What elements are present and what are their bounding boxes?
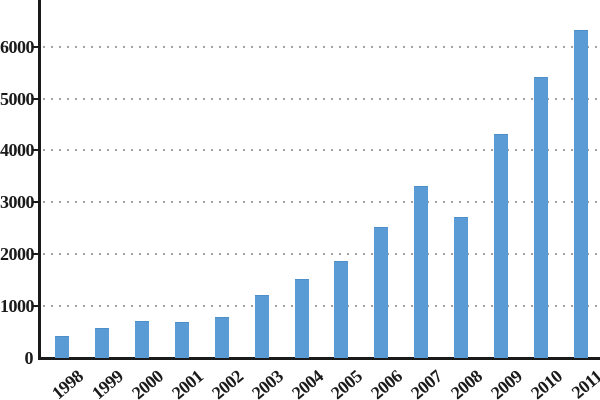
y-tick-2000	[33, 253, 38, 256]
bar-2002	[214, 316, 229, 358]
bar-2006	[374, 227, 389, 358]
gridline-4000	[43, 149, 600, 152]
y-axis-label-6000: 6000	[0, 36, 35, 57]
y-axis-label-4000: 4000	[0, 140, 35, 161]
y-axis-label-5000: 5000	[0, 88, 35, 109]
x-axis-label-2006: 2006	[367, 366, 407, 400]
x-axis-label-2010: 2010	[526, 366, 566, 400]
bar-2003	[254, 294, 269, 358]
y-axis-line	[38, 0, 41, 360]
bar-1998	[55, 336, 69, 358]
gridline-1000	[43, 305, 600, 308]
y-tick-6000	[33, 45, 38, 48]
y-axis-label-0: 0	[24, 348, 34, 368]
gridline-3000	[43, 201, 600, 204]
y-tick-1000	[33, 305, 38, 308]
bar-2009	[494, 133, 509, 358]
x-axis-label-2003: 2003	[247, 366, 287, 400]
gridline-6000	[43, 45, 600, 48]
bar-2010	[534, 76, 549, 358]
x-axis-label-2005: 2005	[327, 366, 367, 400]
x-axis-label-2008: 2008	[447, 366, 487, 400]
x-axis-label-2000: 2000	[127, 366, 167, 400]
bar-2007	[414, 185, 429, 358]
y-tick-5000	[33, 97, 38, 100]
x-axis-line	[38, 357, 600, 360]
bar-2001	[174, 321, 189, 358]
y-axis-label-3000: 3000	[0, 192, 35, 213]
y-axis-label-2000: 2000	[0, 244, 35, 265]
x-axis-label-1999: 1999	[87, 366, 127, 400]
y-axis-label-1000: 1000	[0, 296, 35, 317]
x-axis-label-2007: 2007	[407, 366, 447, 400]
bar-2004	[294, 279, 309, 358]
y-tick-4000	[33, 149, 38, 152]
x-axis-label-2001: 2001	[167, 366, 207, 400]
gridline-2000	[43, 253, 600, 256]
x-axis-label-1998: 1998	[47, 366, 87, 400]
bar-2005	[334, 260, 349, 358]
x-axis-label-2002: 2002	[207, 366, 247, 400]
bar-1999	[94, 328, 109, 358]
bar-2008	[454, 216, 469, 358]
x-axis-label-2011: 2011	[567, 366, 600, 400]
bar-2011	[573, 30, 588, 358]
x-axis-label-2009: 2009	[487, 366, 526, 400]
y-tick-3000	[33, 201, 38, 204]
gridline-5000	[43, 97, 600, 100]
x-axis-label-2004: 2004	[287, 366, 327, 400]
bar-2000	[134, 320, 149, 358]
